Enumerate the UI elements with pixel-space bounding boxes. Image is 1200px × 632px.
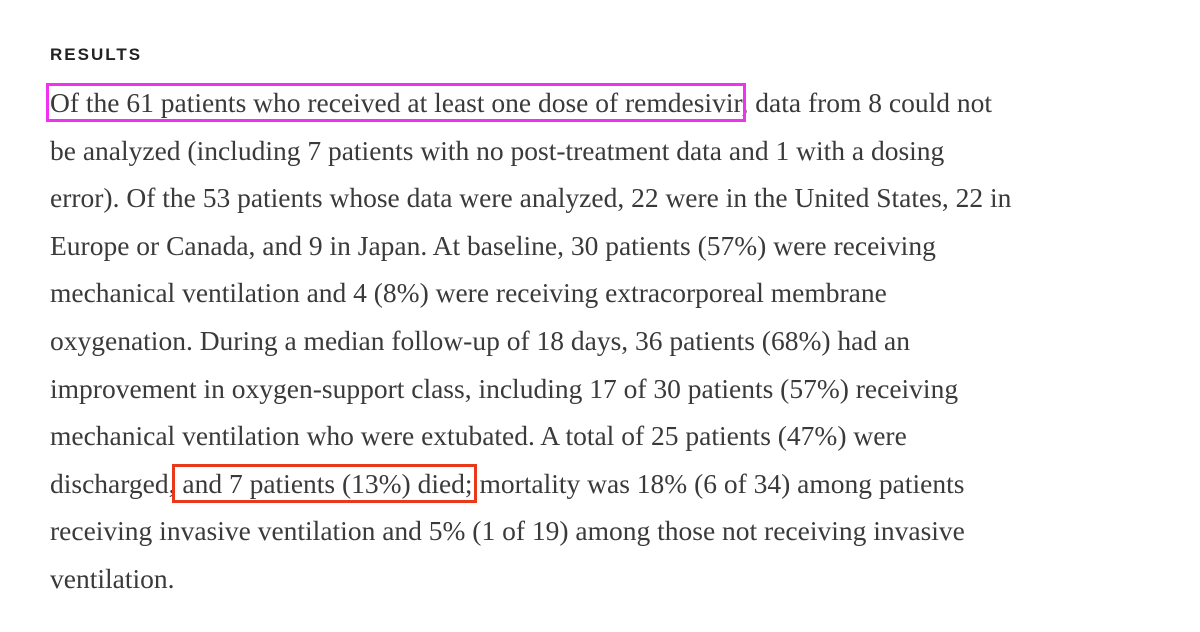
text-segment: error). Of the 53 patients whose data we… (50, 182, 1012, 214)
text-segment: improvement in oxygen-support class, inc… (50, 372, 959, 404)
text-line: mechanical ventilation who were extubate… (50, 418, 907, 454)
text-line: improvement in oxygen-support class, inc… (50, 371, 958, 407)
text-segment: oxygenation. During a median follow-up o… (50, 325, 910, 356)
text-segment: mortality was 18% (6 of 34) among patien… (472, 467, 965, 499)
text-segment: Europe or Canada, and 9 in Japan. At bas… (50, 229, 936, 261)
text-line: be analyzed (including 7 patients with n… (50, 133, 944, 169)
text-line: receiving invasive ventilation and 5% (1… (50, 513, 965, 549)
text-segment: ventilation. (50, 563, 175, 594)
text-line: error). Of the 53 patients whose data we… (50, 180, 1011, 216)
text-segment: , data from 8 could not (741, 87, 993, 118)
text-line: Of the 61 patients who received at least… (46, 83, 993, 122)
text-line: oxygenation. During a median follow-up o… (50, 323, 910, 359)
text-line: ventilation. (50, 561, 175, 597)
highlighted-text: Of the 61 patients who received at least… (46, 83, 746, 122)
highlighted-text: and 7 patients (13%) died; (171, 463, 477, 503)
text-segment: be analyzed (including 7 patients with n… (50, 134, 945, 166)
text-line: discharged, and 7 patients (13%) died; m… (50, 463, 965, 503)
text-line: mechanical ventilation and 4 (8%) were r… (50, 275, 887, 311)
text-line: Europe or Canada, and 9 in Japan. At bas… (50, 228, 936, 264)
text-segment: mechanical ventilation and 4 (8%) were r… (50, 277, 887, 309)
text-segment: mechanical ventilation who were extubate… (50, 420, 907, 452)
text-segment: receiving invasive ventilation and 5% (1… (50, 515, 965, 547)
section-heading: RESULTS (50, 45, 143, 64)
text-segment: discharged, (50, 467, 176, 499)
